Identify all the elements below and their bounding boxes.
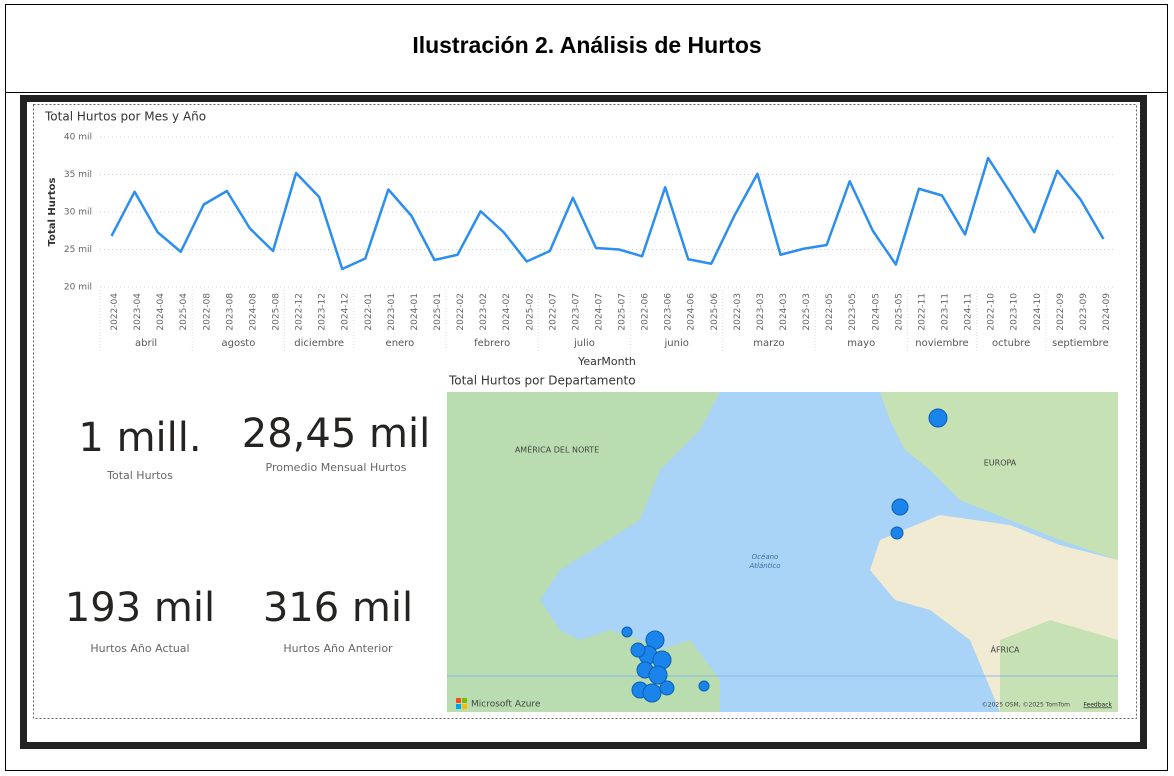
- y-tick-label: 25 mil: [64, 245, 92, 255]
- x-tick-label: 2023-06: [664, 293, 674, 331]
- americas: [447, 392, 720, 712]
- dashboard-border: [33, 104, 1137, 719]
- bubble: [698, 680, 710, 692]
- x-tick-label: 2025-04: [179, 293, 189, 331]
- card-value: 28,45 mil: [242, 411, 430, 457]
- x-tick-label: 2025-03: [802, 293, 812, 331]
- map-label: Atlántico: [748, 562, 780, 570]
- bubble: [891, 498, 909, 516]
- x-tick-label: 2024-03: [779, 293, 789, 331]
- x-tick-label: 2024-09: [1102, 293, 1112, 331]
- x-group-label: julio: [573, 338, 595, 349]
- x-tick-label: 2022-10: [987, 293, 997, 331]
- x-tick-label: 2022-02: [456, 293, 466, 331]
- x-group-label: marzo: [753, 338, 784, 349]
- bubble: [928, 408, 948, 428]
- x-tick-label: 2023-01: [387, 293, 397, 331]
- africa-south: [1000, 620, 1118, 712]
- europe: [880, 392, 1118, 560]
- map-label: Océano: [752, 553, 779, 561]
- x-tick-label: 2024-10: [1033, 293, 1043, 331]
- line: [110, 156, 1105, 271]
- x-group-label: agosto: [221, 338, 255, 349]
- map: AMÉRICA DEL NORTE EUROPA Océano Atlántic…: [447, 392, 1118, 712]
- kpi-cards: 1 mill. Total Hurtos 28,45 mil Promedio …: [65, 411, 430, 655]
- x-group-label: diciembre: [294, 338, 344, 349]
- x-tick-label: 2023-09: [1079, 293, 1089, 331]
- x-group-label: mayo: [847, 338, 875, 349]
- x-tick-label: 2023-11: [940, 293, 950, 331]
- y-tick-label: 30 mil: [64, 208, 92, 218]
- y-tick-label: 35 mil: [64, 170, 92, 180]
- x-tick-label: 2023-05: [848, 293, 858, 331]
- x-tick-label: 2025-02: [525, 293, 535, 331]
- card-value: 193 mil: [65, 585, 215, 631]
- x-tick-label: 2025-07: [618, 293, 628, 331]
- x-group-label: octubre: [992, 338, 1030, 349]
- x-tick-label: 2025-06: [710, 293, 720, 331]
- x-tick-label: 2022-08: [202, 293, 212, 331]
- x-tick-label: 2025-01: [433, 293, 443, 331]
- card-value: 316 mil: [263, 585, 413, 631]
- map-logo: Microsoft Azure: [471, 700, 541, 710]
- x-tick-label: 2023-08: [225, 293, 235, 331]
- x-tick-label: 2024-11: [964, 293, 974, 331]
- x-group-label: junio: [664, 338, 689, 349]
- x-tick-label: 2022-07: [548, 293, 558, 331]
- x-group-label: abril: [135, 338, 157, 349]
- x-tick-label: 2022-12: [295, 293, 305, 331]
- y-tick-label: 20 mil: [64, 283, 92, 293]
- x-tick-label: 2023-02: [479, 293, 489, 331]
- x-tick-label: 2023-07: [571, 293, 581, 331]
- map-attribution: ©2025 OSM, ©2025 TomTom: [982, 702, 1070, 709]
- x-group-label: septiembre: [1052, 338, 1109, 349]
- y-tick-label: 40 mil: [64, 133, 92, 143]
- x-tick-label: 2024-04: [156, 293, 166, 331]
- map-feedback[interactable]: Feedback: [1083, 702, 1112, 709]
- x-tick-label: 2022-09: [1056, 293, 1066, 331]
- x-tick-label: 2023-03: [756, 293, 766, 331]
- x-tick-label: 2024-05: [871, 293, 881, 331]
- x-tick-label: 2024-07: [594, 293, 604, 331]
- x-tick-label: 2024-06: [687, 293, 697, 331]
- x-group-label: noviembre: [915, 338, 968, 349]
- map-label: ÁFRICA: [990, 644, 1020, 655]
- x-tick-label: 2022-01: [364, 293, 374, 331]
- card-value: 1 mill.: [78, 415, 201, 461]
- bubble: [621, 626, 633, 638]
- x-tick-label: 2023-12: [318, 293, 328, 331]
- x-tick-label: 2024-01: [410, 293, 420, 331]
- y-axis-title: Total Hurtos: [47, 178, 58, 247]
- x-axis-title: YearMonth: [577, 355, 636, 368]
- card-label: Hurtos Año Anterior: [283, 642, 393, 655]
- x-tick-label: 2022-06: [641, 293, 651, 331]
- card-label: Total Hurtos: [106, 469, 173, 482]
- azure-logo: [456, 698, 467, 709]
- x-tick-label: 2024-08: [248, 293, 258, 331]
- x-group-label: enero: [386, 338, 415, 349]
- x-tick-label: 2024-12: [341, 293, 351, 331]
- bubble: [890, 526, 904, 540]
- x-tick-label: 2024-02: [502, 293, 512, 331]
- x-tick-label: 2022-11: [917, 293, 927, 331]
- map-title: Total Hurtos por Departamento: [448, 374, 636, 388]
- x-tick-label: 2022-03: [733, 293, 743, 331]
- map-label: EUROPA: [984, 459, 1017, 468]
- x-tick-label: 2022-04: [110, 293, 120, 331]
- header-title: Ilustración 2. Análisis de Hurtos: [412, 32, 761, 58]
- bubble-cluster: [630, 630, 675, 703]
- x-tick-label: 2022-05: [825, 293, 835, 331]
- x-tick-label: 2023-10: [1010, 293, 1020, 331]
- card-label: Promedio Mensual Hurtos: [266, 461, 407, 474]
- map-label: AMÉRICA DEL NORTE: [515, 444, 599, 455]
- page-border: [5, 4, 1168, 771]
- x-tick-label: 2025-05: [894, 293, 904, 331]
- chart-title: Total Hurtos por Mes y Año: [44, 110, 206, 124]
- card-label: Hurtos Año Actual: [90, 642, 189, 655]
- x-group-label: febrero: [474, 338, 510, 349]
- x-tick-label: 2025-08: [272, 293, 282, 331]
- x-tick-label: 2023-04: [133, 293, 143, 331]
